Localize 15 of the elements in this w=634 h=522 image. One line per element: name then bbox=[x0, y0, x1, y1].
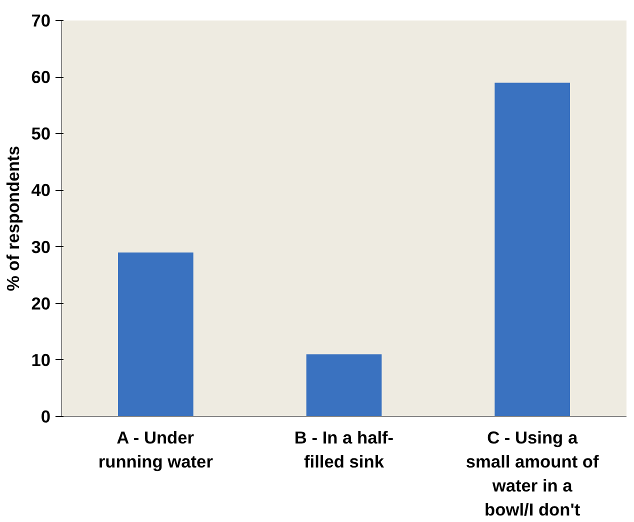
y-tick-label: 30 bbox=[31, 236, 51, 257]
y-tick-label: 0 bbox=[40, 406, 51, 426]
y-tick-label: 60 bbox=[31, 67, 51, 88]
y-tick-label: 20 bbox=[31, 293, 51, 314]
x-tick-label: C - Using a small amount of water in a bowl/I don't bbox=[466, 428, 599, 520]
y-tick-label: 70 bbox=[31, 10, 51, 30]
bar bbox=[118, 252, 194, 416]
x-tick-label: A - Under running water bbox=[98, 428, 214, 472]
x-tick-label: B - In a half-filled sink bbox=[294, 428, 394, 472]
y-tick-label: 50 bbox=[31, 124, 51, 144]
bar bbox=[306, 354, 382, 416]
bar bbox=[494, 82, 570, 416]
y-tick-label: 10 bbox=[31, 350, 51, 370]
y-tick-label: 40 bbox=[31, 180, 51, 200]
y-axis-title: % of respondents bbox=[3, 146, 24, 292]
